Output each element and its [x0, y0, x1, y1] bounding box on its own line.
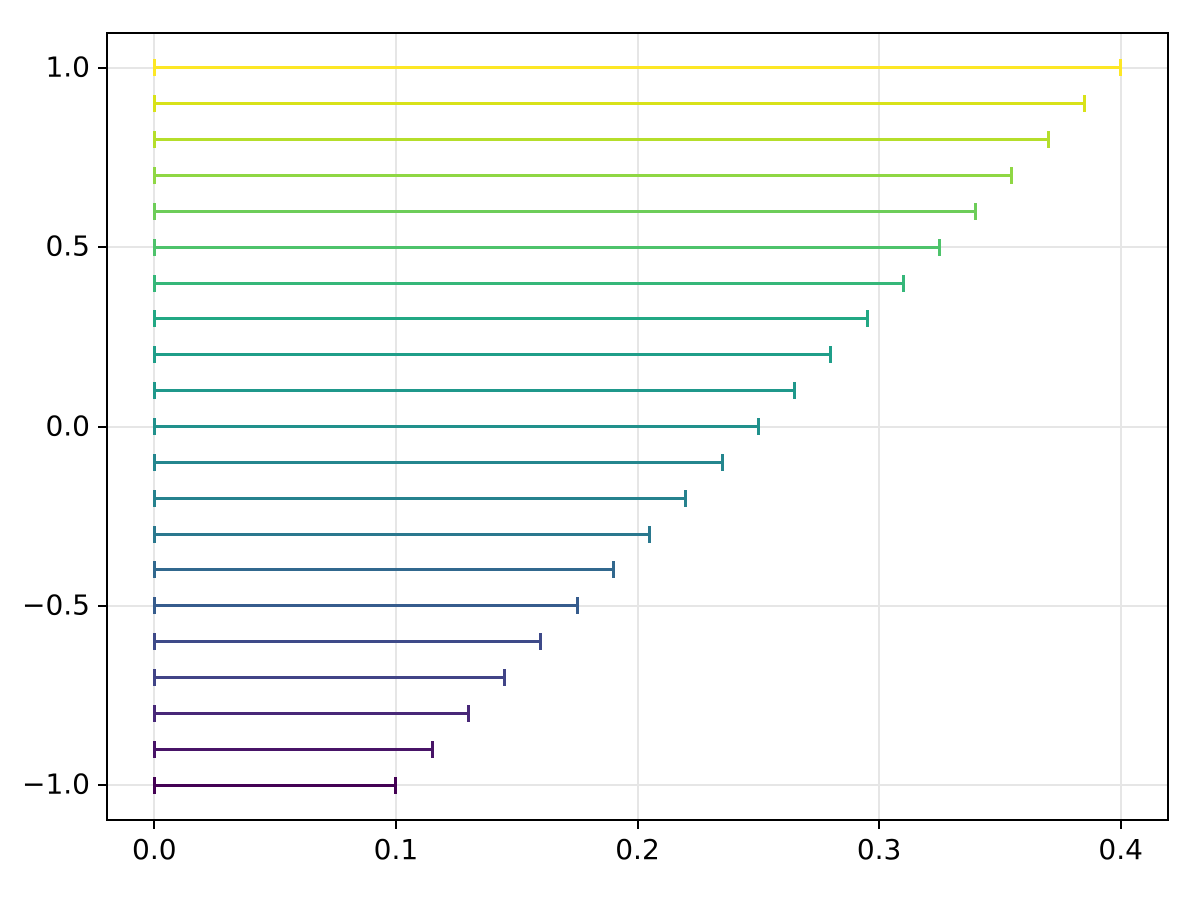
- series-cap-right: [539, 633, 543, 651]
- series-cap-right: [394, 776, 398, 794]
- series-cap-left: [152, 776, 156, 794]
- series-cap-left: [152, 418, 156, 435]
- series-line: [154, 568, 614, 572]
- series-line: [154, 317, 867, 321]
- series-cap-left: [152, 346, 156, 364]
- series-line: [154, 783, 396, 787]
- series-line: [154, 281, 904, 285]
- y-tick: [98, 246, 106, 249]
- series-cap-left: [152, 274, 156, 292]
- series-cap-right: [901, 274, 905, 292]
- series-cap-right: [720, 453, 724, 471]
- x-tick-label: 0.1: [373, 833, 419, 866]
- series-cap-left: [152, 633, 156, 651]
- y-tick-label: 1.0: [45, 50, 90, 84]
- plot-area: 0.0 0.1 0.2 0.3 0.4 1.0 0.5 0.0 −0.5 −1.0: [22, 32, 1169, 865]
- series-line: [154, 711, 469, 715]
- x-tick: [1119, 821, 1122, 829]
- series-cap-left: [152, 453, 156, 471]
- series-cap-right: [466, 704, 470, 722]
- series-line: [154, 747, 433, 751]
- series-cap-right: [1082, 95, 1086, 113]
- x-tick: [878, 821, 881, 829]
- x-tick: [394, 821, 397, 829]
- series-cap-right: [430, 740, 434, 758]
- series-line: [154, 353, 831, 357]
- series-cap-left: [152, 95, 156, 113]
- y-tick-label: −1.0: [22, 767, 90, 801]
- series-cap-right: [684, 489, 688, 507]
- y-gridline: [106, 604, 1169, 607]
- series-cap-right: [756, 418, 760, 435]
- y-tick: [98, 784, 106, 787]
- series-cap-right: [1046, 131, 1050, 149]
- series-cap-left: [152, 238, 156, 256]
- y-gridline: [106, 784, 1169, 787]
- x-tick-label: 0.2: [615, 833, 660, 866]
- y-tick-label: 0.0: [45, 409, 90, 443]
- series-line: [154, 245, 940, 249]
- series-cap-left: [152, 131, 156, 149]
- series-line: [154, 173, 1012, 177]
- series-cap-right: [575, 597, 579, 615]
- series-line: [154, 460, 723, 464]
- series-line: [154, 640, 541, 644]
- series-line: [154, 389, 795, 393]
- x-tick-label: 0.3: [856, 833, 902, 866]
- series-line: [154, 496, 686, 500]
- series-cap-left: [152, 310, 156, 328]
- y-tick-label: −0.5: [22, 588, 90, 622]
- y-tick: [98, 604, 106, 607]
- y-tick: [98, 66, 106, 69]
- series-cap-left: [152, 489, 156, 507]
- series-line: [154, 138, 1049, 142]
- series-cap-right: [829, 346, 833, 364]
- series-cap-right: [974, 202, 978, 220]
- series-cap-right: [793, 382, 797, 400]
- series-cap-left: [152, 166, 156, 184]
- series-line: [154, 532, 650, 536]
- series-line: [154, 102, 1085, 106]
- series-line: [154, 676, 505, 680]
- x-tick-label: 0.0: [132, 833, 177, 866]
- series-cap-right: [503, 669, 507, 687]
- series-cap-right: [937, 238, 941, 256]
- x-tick: [636, 821, 639, 829]
- y-tick-label: 0.5: [45, 229, 90, 263]
- series-cap-left: [152, 561, 156, 579]
- series-cap-right: [611, 561, 615, 579]
- series-line: [154, 425, 759, 428]
- y-tick: [98, 425, 106, 428]
- series-cap-left: [152, 525, 156, 543]
- series-cap-left: [152, 704, 156, 722]
- series-cap-right: [1010, 166, 1014, 184]
- series-cap-right: [648, 525, 652, 543]
- x-tick: [153, 821, 156, 829]
- series-cap-left: [152, 202, 156, 220]
- x-tick-label: 0.4: [1098, 833, 1143, 866]
- series-cap-left: [152, 740, 156, 758]
- series-cap-left: [152, 597, 156, 615]
- series-cap-left: [152, 669, 156, 687]
- series-cap-right: [865, 310, 869, 328]
- series-line: [154, 66, 1121, 70]
- series-cap-right: [1119, 59, 1123, 77]
- series-line: [154, 604, 578, 608]
- series-line: [154, 209, 976, 213]
- series-cap-left: [152, 382, 156, 400]
- series-cap-left: [152, 59, 156, 77]
